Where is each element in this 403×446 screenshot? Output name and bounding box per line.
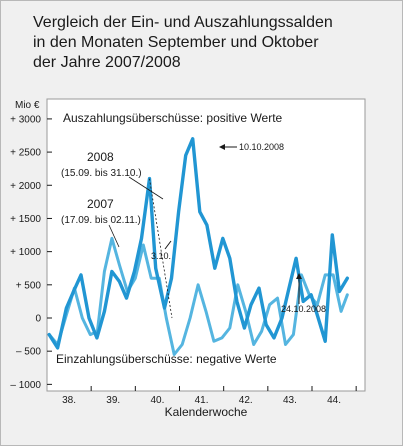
series-line-2008 (47, 137, 349, 350)
chart-title-line-1: Vergleich der Ein- und Auszahlungssalden (33, 14, 333, 31)
plot-area (46, 98, 366, 392)
series-subtitle-2007: (17.09. bis 02.11.) (61, 215, 141, 226)
y-tick-label: + 1500 (10, 214, 41, 225)
series-label-2007: 2007 (87, 197, 114, 211)
x-tick-label: 43. (283, 395, 297, 406)
x-tick-label: 44. (327, 395, 341, 406)
y-tick-label: + 3000 (10, 114, 41, 125)
y-tick-label: + 2500 (10, 148, 41, 159)
annotation-positive: Auszahlungsüberschüsse: positive Werte (63, 111, 283, 125)
callout-small-label: 3.10. (151, 251, 171, 261)
x-tick-label: 42. (239, 395, 253, 406)
annotation-negative: Einzahlungsüberschüsse: negative Werte (56, 352, 277, 366)
series-label-2008: 2008 (87, 150, 114, 164)
callout-peak-2008: 10.10.2008 (219, 142, 284, 152)
x-ticks: 38. 39. 40. 41. 42. 43. 44. (62, 386, 357, 406)
series-subtitle-2008: (15.09. bis 31.10.) (61, 168, 142, 179)
callout-peak-label: 10.10.2008 (239, 142, 284, 152)
chart-title: Vergleich der Ein- und Auszahlungssalden… (33, 13, 393, 73)
y-ticks: – 1000 – 500 0 + 500 + 1000 + 1500 + 2000 + 250… (10, 114, 52, 391)
y-tick-label: – 500 (16, 347, 41, 358)
y-tick-label: – 1000 (10, 380, 41, 391)
series-2008-dashed-connector (149, 178, 173, 319)
series-label-2008-leader (128, 176, 164, 200)
x-tick-label: 41. (195, 395, 209, 406)
y-tick-label: + 1000 (10, 247, 41, 258)
callout-dip-arrowhead (296, 273, 302, 279)
y-tick-label: + 2000 (10, 181, 41, 192)
callout-dip-2008: 24.10.2008 (281, 273, 326, 314)
callout-small-2008: 3.10. (151, 240, 172, 261)
series-label-2007-leader (108, 224, 120, 248)
callout-small-arrow (164, 240, 172, 250)
y-tick-label: 0 (35, 314, 41, 325)
x-axis-label: Kalenderwoche (165, 405, 248, 419)
callout-peak-arrowhead (219, 144, 225, 150)
y-axis-label: Mio € (15, 100, 40, 111)
x-tick-label: 39. (106, 395, 120, 406)
chart-title-line-3: der Jahre 2007/2008 (33, 54, 181, 71)
chart-title-line-2: in den Monaten September und Oktober (33, 34, 319, 51)
x-tick-label: 38. (62, 395, 76, 406)
callout-dip-label: 24.10.2008 (281, 304, 326, 314)
x-tick-label: 40. (150, 395, 164, 406)
y-tick-label: + 500 (16, 280, 42, 291)
